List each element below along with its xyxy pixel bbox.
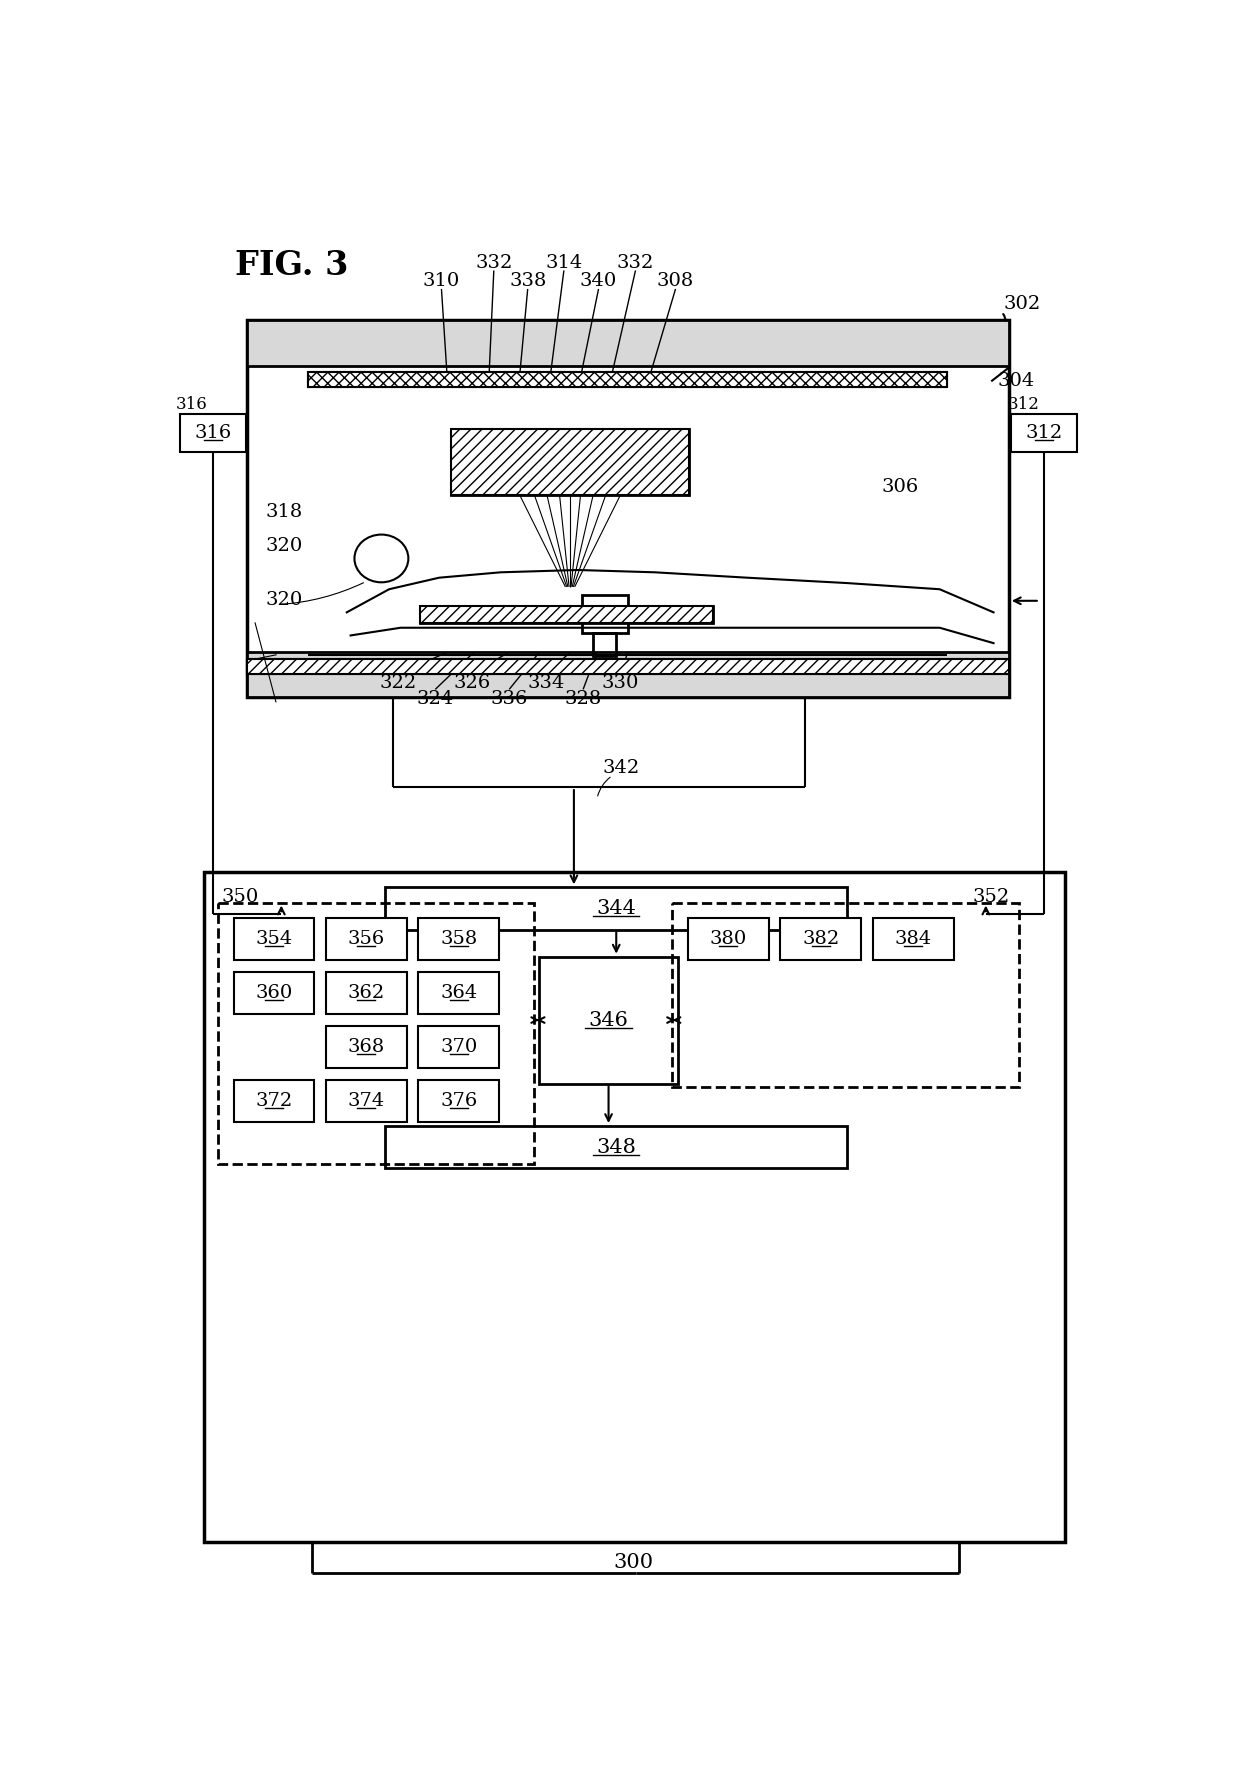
Bar	[180, 415, 246, 452]
Bar	[780, 918, 861, 961]
Text: 320: 320	[265, 537, 303, 555]
Bar	[450, 429, 689, 495]
Bar	[205, 872, 1065, 1542]
Bar	[418, 971, 500, 1014]
Bar	[326, 918, 407, 961]
Bar	[418, 1026, 500, 1067]
Text: 312: 312	[1025, 423, 1063, 441]
Bar	[539, 957, 678, 1083]
Text: 350: 350	[221, 888, 258, 906]
Bar	[233, 918, 315, 961]
Bar	[247, 658, 1009, 674]
Bar	[326, 971, 407, 1014]
Text: 300: 300	[613, 1553, 653, 1573]
Bar	[1012, 415, 1078, 452]
Bar	[593, 633, 616, 656]
Text: 380: 380	[709, 930, 746, 948]
Text: 322: 322	[379, 674, 417, 692]
Bar	[233, 971, 315, 1014]
Bar	[326, 1026, 407, 1067]
Text: 346: 346	[589, 1010, 629, 1030]
Text: 374: 374	[347, 1092, 384, 1110]
Bar	[218, 902, 534, 1165]
Text: 342: 342	[603, 760, 640, 777]
Text: 330: 330	[601, 674, 639, 692]
Bar	[309, 372, 947, 388]
Text: 340: 340	[580, 272, 618, 290]
Text: 332: 332	[475, 254, 512, 272]
Bar	[386, 888, 847, 930]
Text: 356: 356	[347, 930, 384, 948]
Text: 312: 312	[1007, 397, 1039, 413]
Text: 304: 304	[997, 372, 1034, 390]
Text: 320: 320	[265, 591, 303, 608]
Text: 306: 306	[882, 479, 919, 496]
Text: 370: 370	[440, 1037, 477, 1057]
Text: 316: 316	[176, 397, 207, 413]
Bar	[420, 607, 713, 623]
Text: 324: 324	[417, 690, 454, 708]
Bar	[672, 902, 1019, 1087]
Bar	[247, 320, 1009, 366]
Text: 352: 352	[972, 888, 1011, 906]
Bar	[309, 372, 947, 388]
Bar	[326, 1080, 407, 1123]
Bar	[233, 1080, 315, 1123]
Text: 336: 336	[491, 690, 528, 708]
Text: 354: 354	[255, 930, 293, 948]
Text: 302: 302	[1003, 295, 1040, 313]
Text: 368: 368	[347, 1037, 384, 1057]
Text: 328: 328	[564, 690, 601, 708]
Bar	[418, 918, 500, 961]
Text: 382: 382	[802, 930, 839, 948]
Text: 332: 332	[616, 254, 655, 272]
Text: FIG. 3: FIG. 3	[236, 249, 348, 283]
Bar	[582, 594, 627, 633]
Bar	[688, 918, 769, 961]
Text: 318: 318	[265, 503, 303, 521]
Text: 310: 310	[423, 272, 460, 290]
Bar	[418, 1080, 500, 1123]
Text: 316: 316	[195, 423, 232, 441]
Text: 358: 358	[440, 930, 477, 948]
Text: 334: 334	[527, 674, 565, 692]
Bar	[247, 320, 1009, 697]
Text: 326: 326	[454, 674, 491, 692]
Bar	[450, 429, 689, 495]
Bar	[247, 658, 1009, 674]
Bar	[420, 607, 713, 623]
Text: 364: 364	[440, 984, 477, 1002]
Text: 360: 360	[255, 984, 293, 1002]
Text: 362: 362	[347, 984, 384, 1002]
Bar	[247, 653, 1009, 697]
Text: 348: 348	[596, 1137, 636, 1156]
Text: 384: 384	[894, 930, 931, 948]
Text: 308: 308	[657, 272, 694, 290]
Text: 344: 344	[596, 898, 636, 918]
Text: 314: 314	[546, 254, 583, 272]
Text: 372: 372	[255, 1092, 293, 1110]
Bar	[386, 1126, 847, 1169]
Text: 338: 338	[508, 272, 547, 290]
Text: 376: 376	[440, 1092, 477, 1110]
Bar	[873, 918, 954, 961]
